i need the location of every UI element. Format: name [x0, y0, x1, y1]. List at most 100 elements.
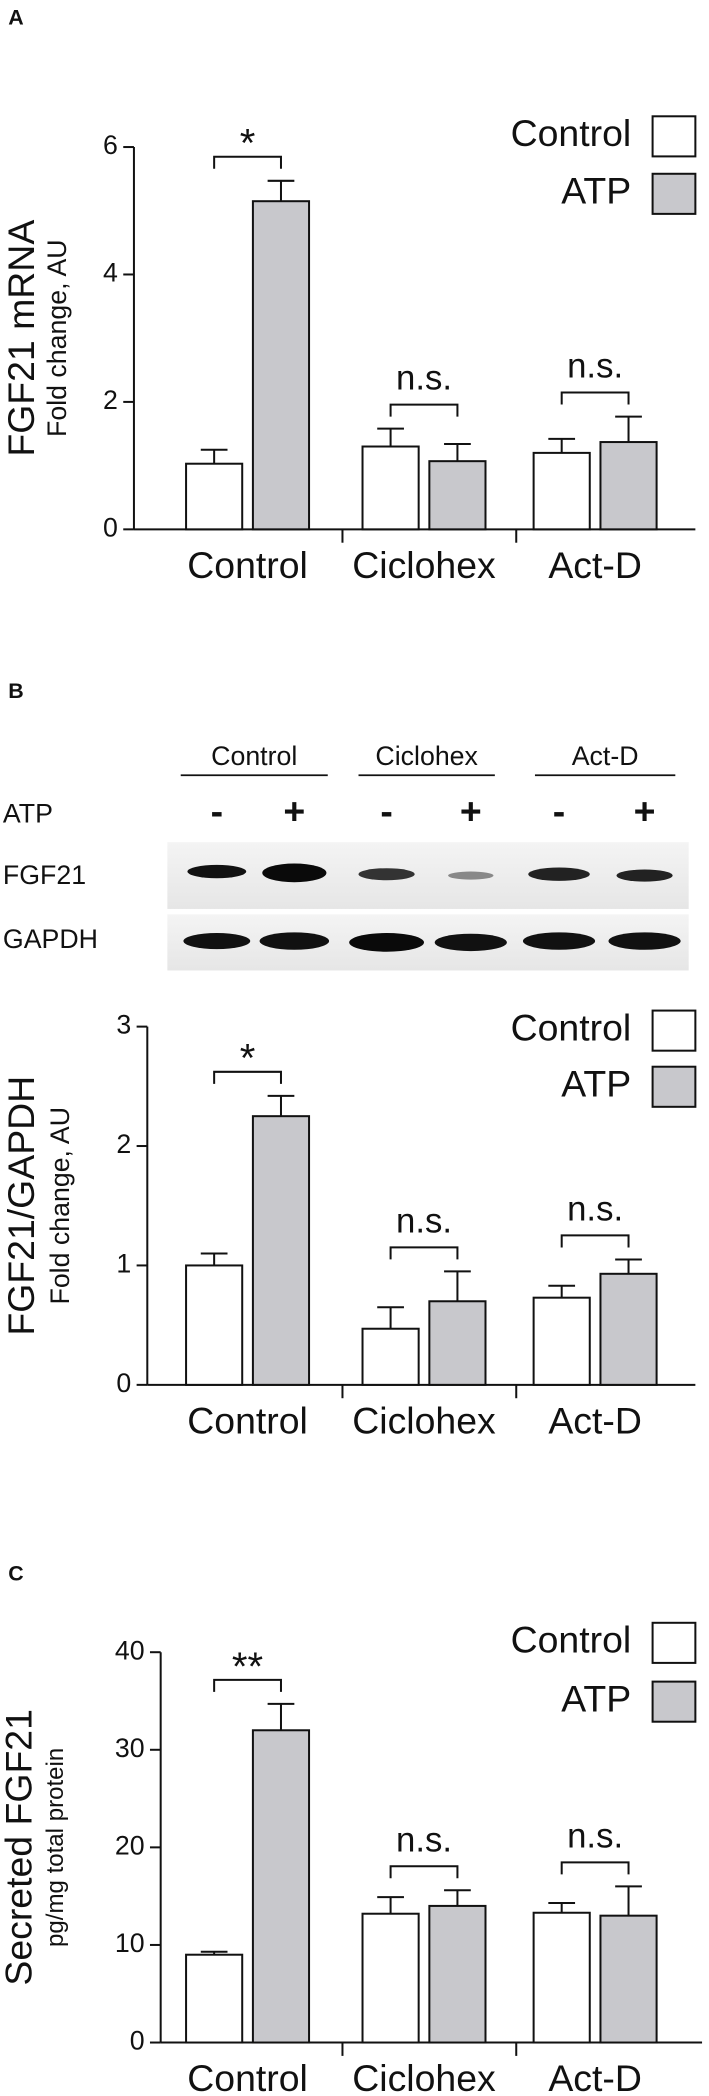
x-tick-label: Ciclohex [352, 2057, 496, 2096]
x-tick-label: Control [187, 1400, 308, 1442]
significance-bracket [560, 1861, 630, 1875]
error-bar [444, 1889, 471, 1906]
significance-label: n.s. [567, 1191, 623, 1229]
significance-bracket [389, 403, 459, 417]
band [358, 868, 415, 881]
band [616, 869, 673, 882]
band [434, 933, 507, 952]
bar [532, 1911, 591, 2044]
error-bar [377, 1306, 404, 1329]
treatment-sign: - [553, 790, 565, 832]
significance-label: * [240, 1037, 256, 1081]
band [183, 933, 251, 950]
significance-bracket [560, 1234, 630, 1248]
row-label: FGF21 [3, 860, 86, 890]
bar [599, 1272, 658, 1386]
y-axis-title: FGF21 mRNA [0, 220, 42, 457]
x-tick-label: Act-D [548, 1400, 642, 1442]
band [608, 932, 681, 950]
legend-swatch [651, 172, 697, 215]
legend-swatch [651, 1621, 697, 1664]
significance-label: n.s. [396, 360, 452, 398]
y-tick-label: 40 [115, 1635, 145, 1665]
error-bar [548, 1284, 576, 1298]
bar [361, 445, 420, 531]
x-tick-label: Control [187, 544, 308, 586]
legend-label: Control [511, 112, 632, 154]
y-axis-subtitle: pg/mg total protein [42, 1748, 69, 1947]
significance-label: n.s. [567, 348, 623, 386]
significance-bracket [213, 1678, 282, 1692]
error-bar [548, 1901, 576, 1913]
western-blot [167, 842, 689, 971]
error-bar [548, 437, 576, 453]
y-tick-label: 0 [116, 1368, 131, 1398]
bar [251, 1729, 311, 2044]
significance-label: n.s. [396, 1821, 452, 1859]
bar [185, 1953, 244, 2044]
lane-group-label: Control [211, 741, 297, 771]
error-bar [200, 1950, 228, 1955]
x-tick-label: Control [187, 2057, 308, 2096]
y-tick-label: 30 [115, 1733, 145, 1763]
significance-label: n.s. [567, 1817, 623, 1855]
significance-bracket [389, 1865, 459, 1879]
legend-label: ATP [561, 170, 631, 212]
y-tick-label: 3 [116, 1010, 131, 1040]
x-tick-label: Ciclohex [352, 1400, 496, 1442]
y-tick-label: 0 [130, 2026, 145, 2056]
error-bar [615, 415, 642, 443]
treatment-sign: + [634, 790, 656, 832]
bar [361, 1327, 420, 1386]
error-bar [615, 1258, 642, 1274]
treatment-sign: + [460, 790, 482, 832]
y-tick-label: 10 [115, 1928, 145, 1958]
bar [599, 1914, 658, 2044]
significance-bracket [389, 1246, 459, 1260]
legend-swatch [651, 1680, 697, 1723]
row-label: ATP [3, 798, 53, 828]
error-bar [377, 1896, 404, 1914]
lane-group-label: Ciclohex [375, 741, 478, 771]
legend-swatch [651, 1065, 697, 1108]
bar [532, 451, 591, 531]
band [349, 933, 425, 952]
treatment-sign: - [211, 790, 223, 832]
treatment-sign: + [283, 790, 305, 832]
bar [428, 1300, 487, 1386]
bar [185, 462, 244, 531]
x-tick-label: Act-D [548, 2057, 642, 2096]
bar [361, 1912, 420, 2044]
y-axis-title: Secreted FGF21 [0, 1709, 40, 1986]
bar [599, 441, 658, 531]
significance-label: n.s. [396, 1202, 452, 1240]
significance-bracket [213, 155, 282, 169]
significance-bracket [213, 1070, 282, 1084]
error-bar [615, 1885, 642, 1916]
blot-strip [167, 842, 689, 909]
band [448, 871, 494, 880]
legend-swatch [651, 115, 697, 158]
bar [251, 200, 311, 531]
error-bar [444, 442, 471, 462]
x-tick-label: Act-D [548, 544, 642, 586]
error-bar [377, 427, 404, 447]
error-bar [267, 1702, 295, 1731]
legend-label: Control [511, 1007, 632, 1049]
significance-bracket [560, 391, 630, 405]
error-bar [200, 1252, 228, 1266]
significance-label: * [240, 122, 256, 166]
panel-label: A [8, 5, 23, 29]
error-bar [200, 448, 228, 464]
y-axis-title: FGF21/GAPDH [0, 1076, 42, 1336]
panel-label: C [8, 1561, 23, 1585]
y-tick-label: 4 [103, 258, 118, 288]
legend-label: ATP [561, 1678, 631, 1720]
y-axis-subtitle: Fold change, AU [45, 1107, 75, 1305]
band [262, 863, 327, 883]
y-tick-label: 0 [103, 512, 118, 542]
blot-strip [167, 914, 689, 971]
bar [428, 1904, 487, 2044]
error-bar [444, 1270, 471, 1302]
